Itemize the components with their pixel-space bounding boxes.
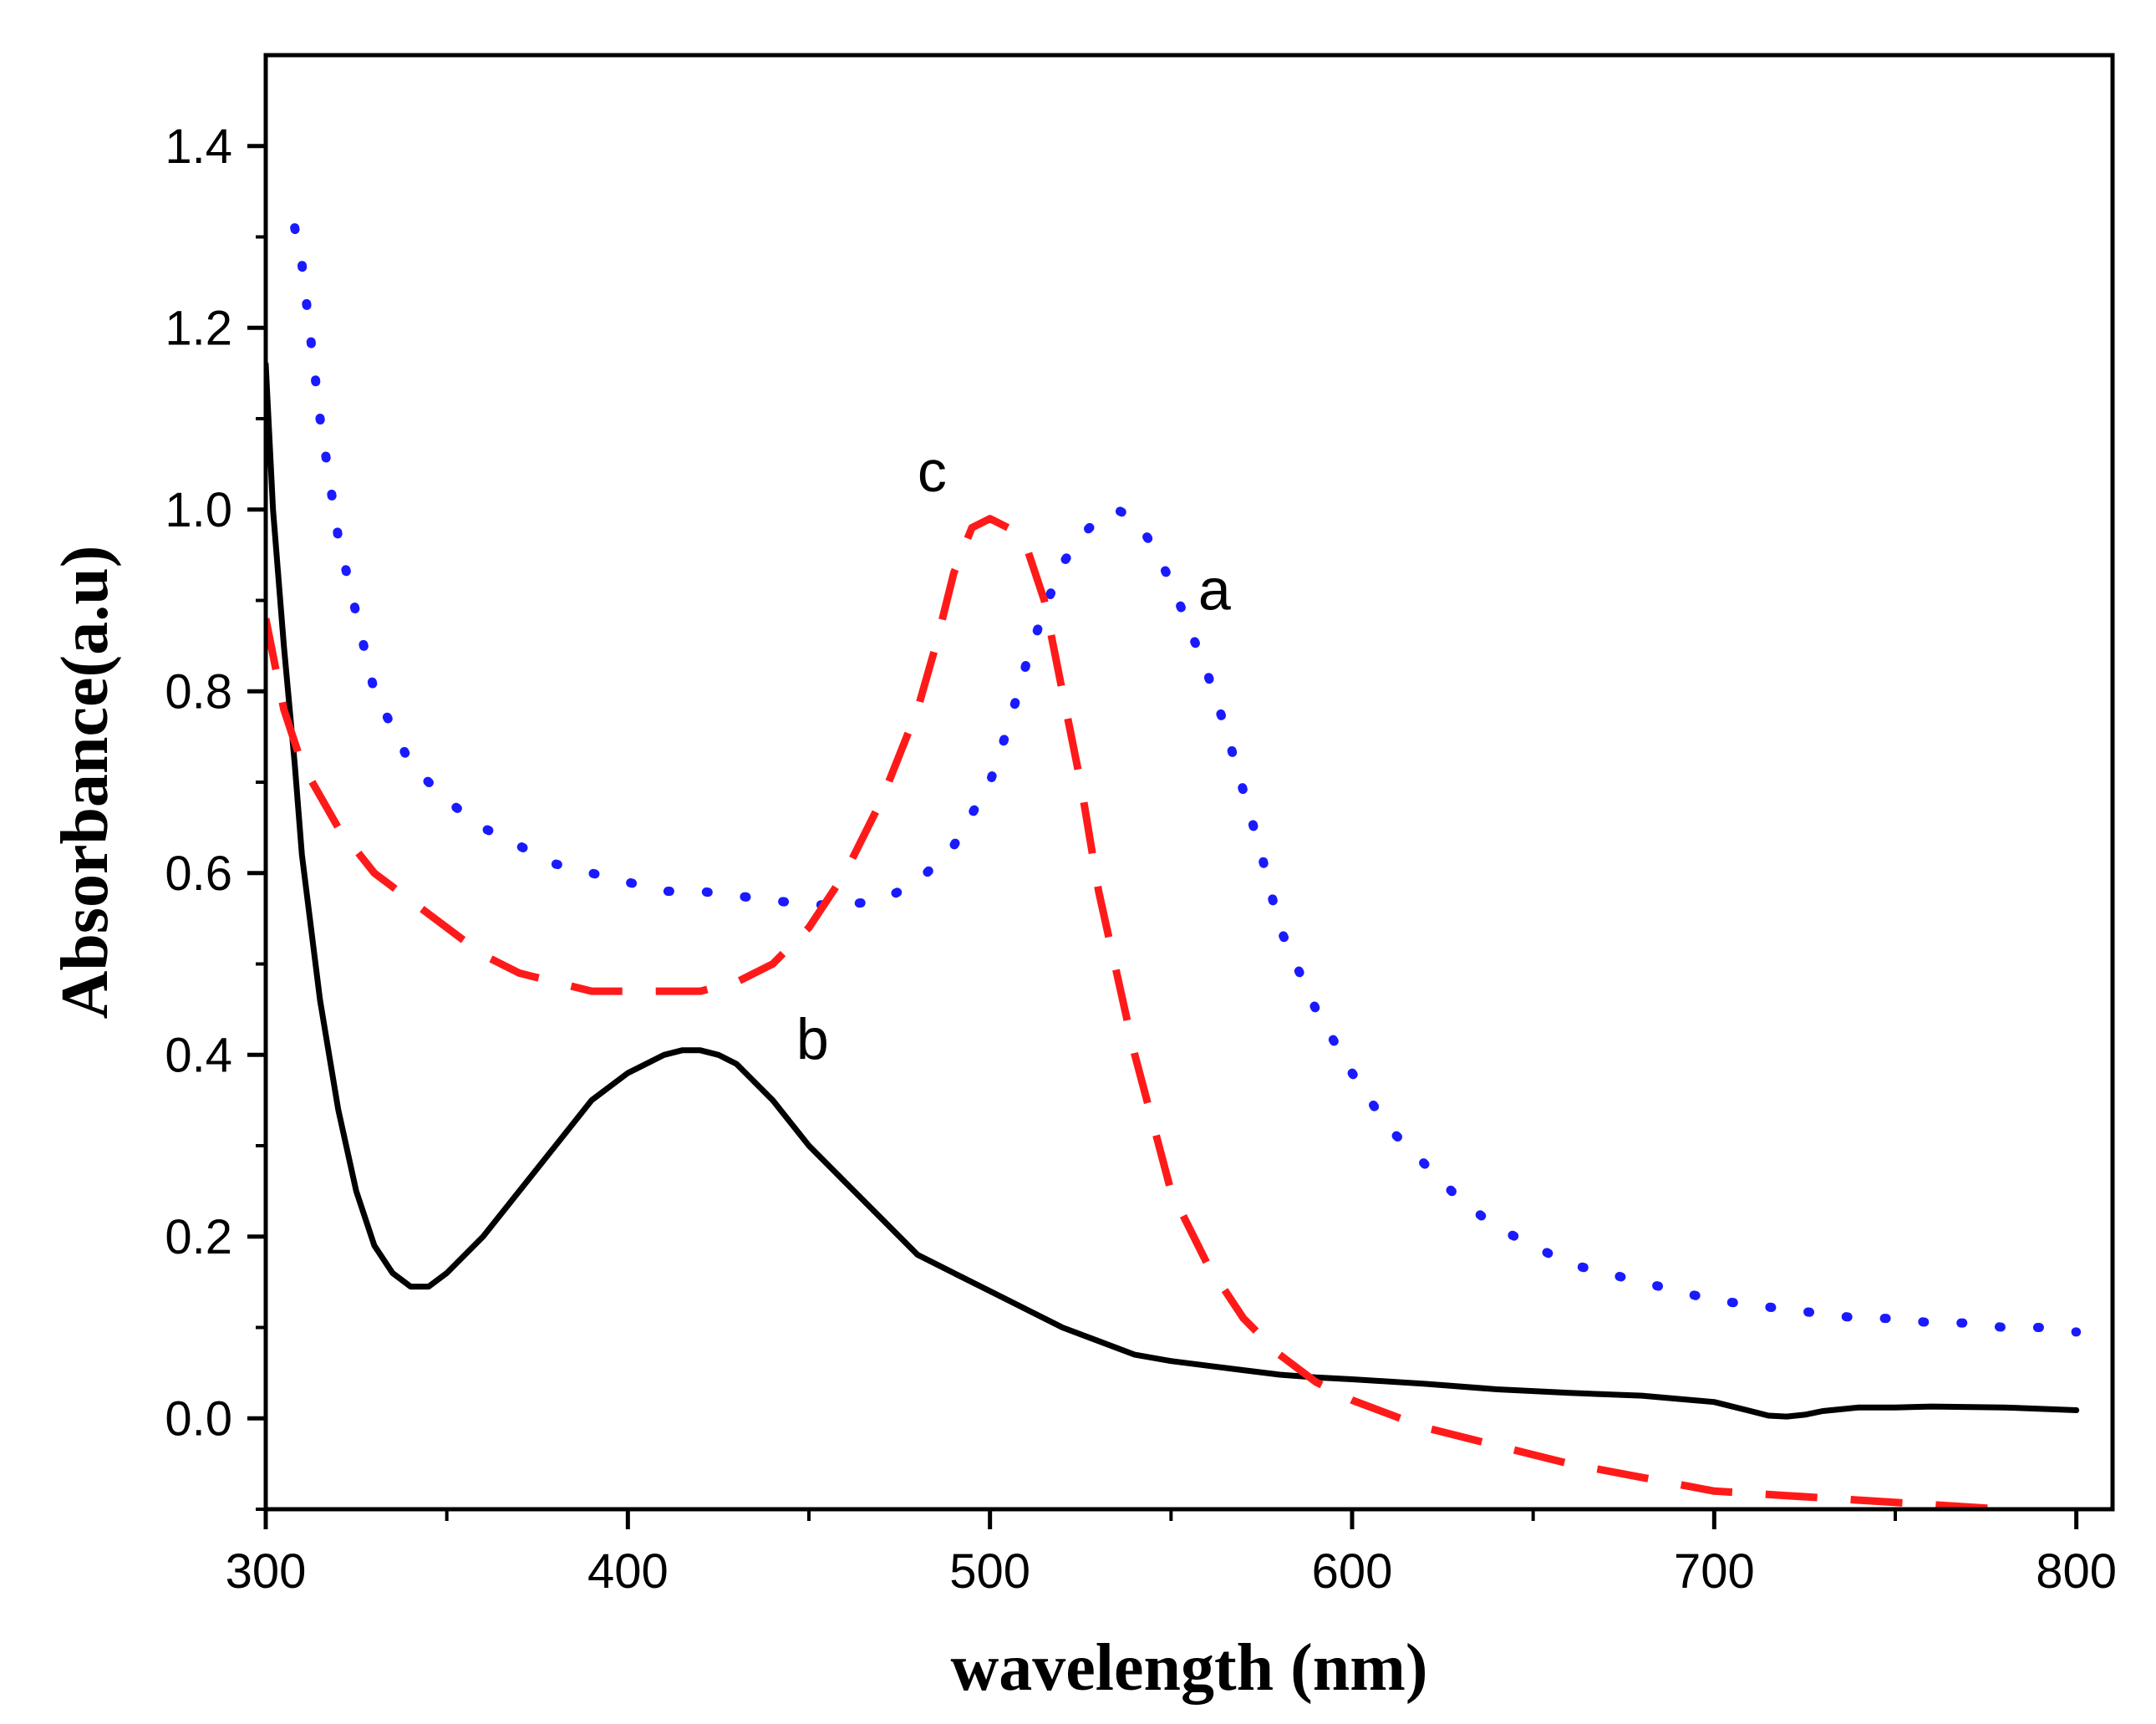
y-tick-label: 0.6 <box>165 847 232 901</box>
y-tick-label: 0.4 <box>165 1028 232 1082</box>
series-c-line <box>266 515 2005 1509</box>
curve-label-a: a <box>1198 557 1231 622</box>
x-tick-label: 600 <box>1312 1544 1393 1599</box>
ticks-layer: 0.0 0.2 0.4 0.6 0.8 1.0 1.2 1.4 300 400 500 600 700 8… <box>165 120 2117 1599</box>
y-tick-label: 0.0 <box>165 1391 232 1446</box>
y-axis-title: Absorbance(a.u) <box>48 546 122 1020</box>
y-tick-label: 1.2 <box>165 301 232 355</box>
x-tick-label: 400 <box>587 1544 669 1599</box>
series-layer <box>266 223 2082 1509</box>
x-tick-label: 500 <box>949 1544 1030 1599</box>
x-axis-title: wavelength (nm) <box>950 1631 1427 1705</box>
y-tick-label: 1.4 <box>165 120 232 174</box>
y-tick-label: 1.0 <box>165 483 232 537</box>
series-b-line <box>266 361 2080 1420</box>
x-tick-label: 700 <box>1674 1544 1755 1599</box>
annotation-layer: a b c <box>796 439 1231 1072</box>
labels-layer: wavelength (nm) Absorbance(a.u) <box>48 546 1428 1705</box>
x-tick-label: 800 <box>2036 1544 2117 1599</box>
x-tick-label: 300 <box>226 1544 307 1599</box>
curve-label-b: b <box>796 1007 829 1072</box>
y-tick-label: 0.8 <box>165 664 232 719</box>
curve-label-c: c <box>918 439 947 504</box>
y-tick-label: 0.2 <box>165 1210 232 1264</box>
